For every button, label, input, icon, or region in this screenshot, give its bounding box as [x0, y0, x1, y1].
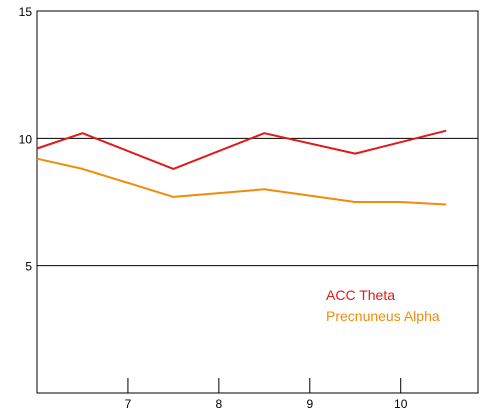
y-tick-label: 10: [19, 132, 33, 146]
legend-entry-1: Precnuneus Alpha: [326, 308, 440, 324]
y-tick-label: 5: [25, 260, 32, 274]
x-axis: 7 8 9 10: [125, 378, 408, 411]
x-tick-label: 7: [125, 397, 132, 411]
series-line-0: [36, 129, 447, 170]
x-tick-label: 10: [394, 397, 408, 411]
gridlines: [37, 137, 478, 267]
legend: ACC Theta Precnuneus Alpha: [326, 287, 440, 324]
x-tick-label: 9: [306, 397, 313, 411]
series-line-1: [36, 157, 447, 206]
y-axis: 5 10 15: [19, 5, 33, 274]
y-tick-label: 15: [19, 5, 33, 19]
x-tick-label: 8: [216, 397, 223, 411]
series-lines: [36, 129, 447, 206]
plot-frame: [36, 10, 479, 394]
legend-entry-0: ACC Theta: [326, 287, 395, 303]
